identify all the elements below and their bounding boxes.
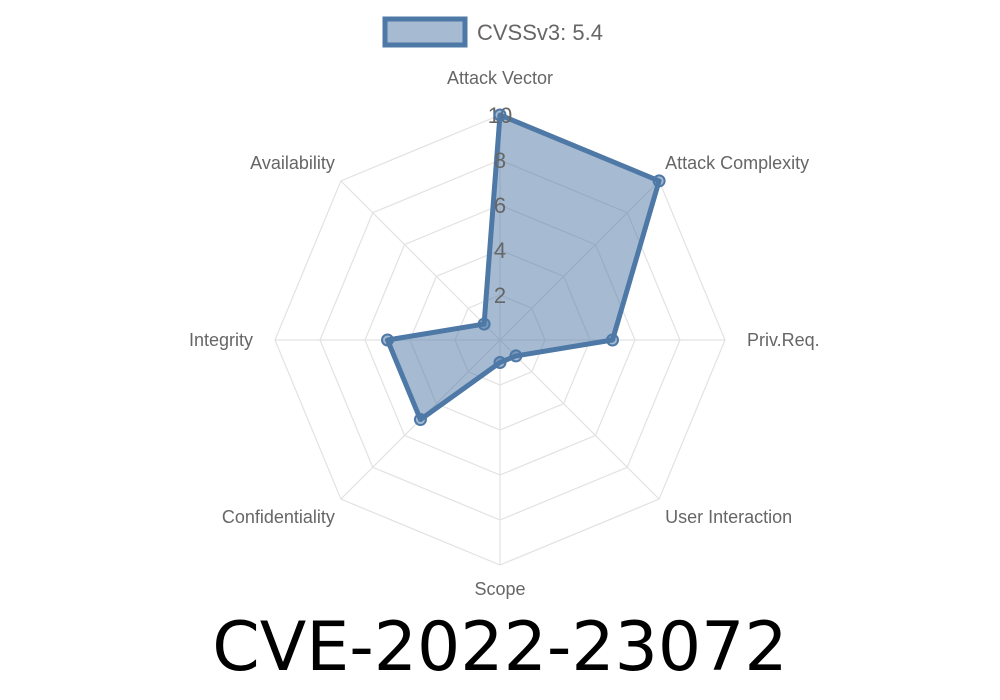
axis-label: Attack Vector — [447, 68, 553, 88]
data-point — [493, 356, 507, 369]
data-point — [509, 349, 523, 363]
axis-label: Availability — [250, 153, 335, 173]
axis-label: Scope — [474, 579, 525, 599]
chart-title: CVE-2022-23072 — [212, 608, 788, 687]
grid-spoke — [340, 180, 501, 341]
axis-label: Integrity — [189, 330, 253, 350]
tick-label: 4 — [494, 238, 506, 263]
axis-label: Confidentiality — [222, 507, 335, 527]
data-point — [413, 413, 427, 427]
tick-label: 6 — [494, 193, 506, 218]
legend: CVSSv3: 5.4 — [382, 16, 603, 48]
axis-label: User Interaction — [665, 507, 792, 527]
tick-label: 2 — [494, 283, 506, 308]
data-area — [385, 112, 662, 423]
grid-spoke — [499, 339, 660, 500]
axis-label: Priv.Req. — [747, 330, 820, 350]
data-point — [652, 174, 666, 188]
tick-label: 8 — [494, 148, 506, 173]
data-point — [477, 317, 491, 331]
data-point — [606, 333, 619, 347]
axis-label: Attack Complexity — [665, 153, 809, 173]
legend-label: CVSSv3: 5.4 — [477, 20, 603, 45]
data-point — [493, 108, 507, 122]
legend-swatch — [382, 16, 468, 48]
data-point — [381, 333, 394, 347]
